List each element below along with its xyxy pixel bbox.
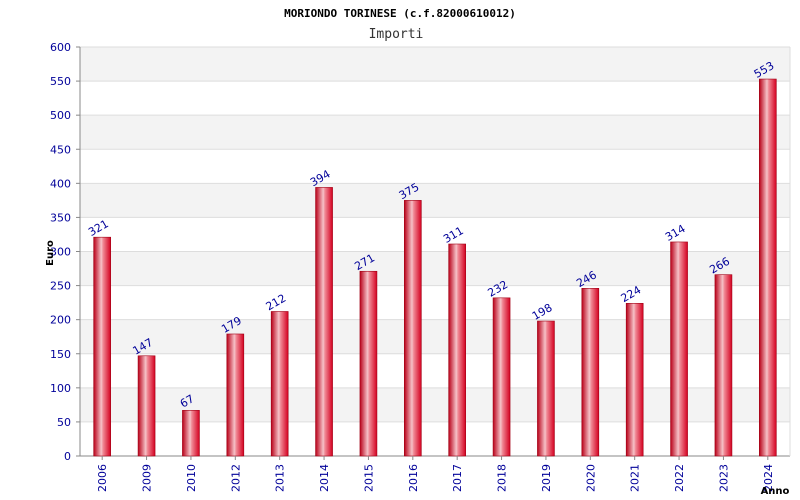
bar-2015 <box>359 270 378 457</box>
y-tick-label: 150 <box>50 348 71 361</box>
y-tick-label: 300 <box>50 246 71 259</box>
value-label-2021: 224 <box>619 283 644 305</box>
x-tick-label-2016: 2016 <box>407 464 420 492</box>
y-tick-label: 550 <box>50 75 71 88</box>
bar-2012 <box>226 333 245 457</box>
bar-2018 <box>492 297 511 457</box>
x-tick-label-2006: 2006 <box>96 464 109 492</box>
x-tick-label-2014: 2014 <box>318 464 331 492</box>
x-tick-label-2013: 2013 <box>274 464 287 492</box>
x-axis-label: Anno <box>761 486 790 497</box>
background-band <box>80 115 790 150</box>
bar-2013 <box>270 311 289 457</box>
x-tick-label-2012: 2012 <box>229 464 242 492</box>
x-tick-label-2020: 2020 <box>584 464 597 492</box>
bar-2021 <box>625 303 644 457</box>
y-tick-label: 600 <box>50 41 71 54</box>
x-tick-label-2017: 2017 <box>451 464 464 492</box>
x-tick-label-2024: 2024 <box>762 464 775 492</box>
x-tick-label-2009: 2009 <box>141 464 154 492</box>
bar-2010 <box>182 410 200 457</box>
y-axis-label: Euro <box>45 240 56 266</box>
bar-2009 <box>137 355 156 457</box>
x-tick-label-2018: 2018 <box>496 464 509 492</box>
x-tick-label-2021: 2021 <box>629 464 642 492</box>
bar-2024 <box>759 78 777 457</box>
bar-2016 <box>404 200 422 457</box>
y-tick-label: 500 <box>50 109 71 122</box>
y-axis-ticks: 0 50 100 150 200 250 300 350 400 450 500 550 600 <box>50 41 80 463</box>
bars <box>93 78 777 457</box>
y-tick-label: 200 <box>50 314 71 327</box>
bar-2006 <box>93 236 111 457</box>
x-tick-label-2019: 2019 <box>540 464 553 492</box>
value-label-2013: 212 <box>264 292 289 314</box>
background-band <box>80 47 790 82</box>
bar-2020 <box>581 288 600 457</box>
bar-2023 <box>714 274 733 457</box>
value-label-2006: 321 <box>86 217 111 239</box>
y-tick-label: 400 <box>50 177 71 190</box>
y-tick-label: 450 <box>50 143 71 156</box>
chart-subtitle: Importi <box>369 27 424 42</box>
y-tick-label: 50 <box>57 416 71 429</box>
y-tick-label: 100 <box>50 382 71 395</box>
x-tick-label-2023: 2023 <box>717 464 730 492</box>
bar-2014 <box>315 187 333 457</box>
x-axis-ticks: 2006 2009 2010 2012 2013 2014 2015 2016 2017 2018… <box>96 456 775 492</box>
y-tick-label: 250 <box>50 280 71 293</box>
y-tick-label: 0 <box>64 450 71 463</box>
value-label-2010: 67 <box>178 392 197 410</box>
value-label-2017: 311 <box>441 224 466 246</box>
x-tick-label-2015: 2015 <box>362 464 375 492</box>
x-tick-label-2022: 2022 <box>673 464 686 492</box>
y-tick-label: 350 <box>50 211 71 224</box>
chart-title: MORIONDO TORINESE (c.f.82000610012) <box>284 7 516 20</box>
bar-2019 <box>537 320 555 457</box>
bar-2022 <box>670 241 688 457</box>
value-label-2022: 314 <box>663 222 688 244</box>
background-band <box>80 183 790 218</box>
x-tick-label-2010: 2010 <box>185 464 198 492</box>
bar-2017 <box>448 243 466 457</box>
